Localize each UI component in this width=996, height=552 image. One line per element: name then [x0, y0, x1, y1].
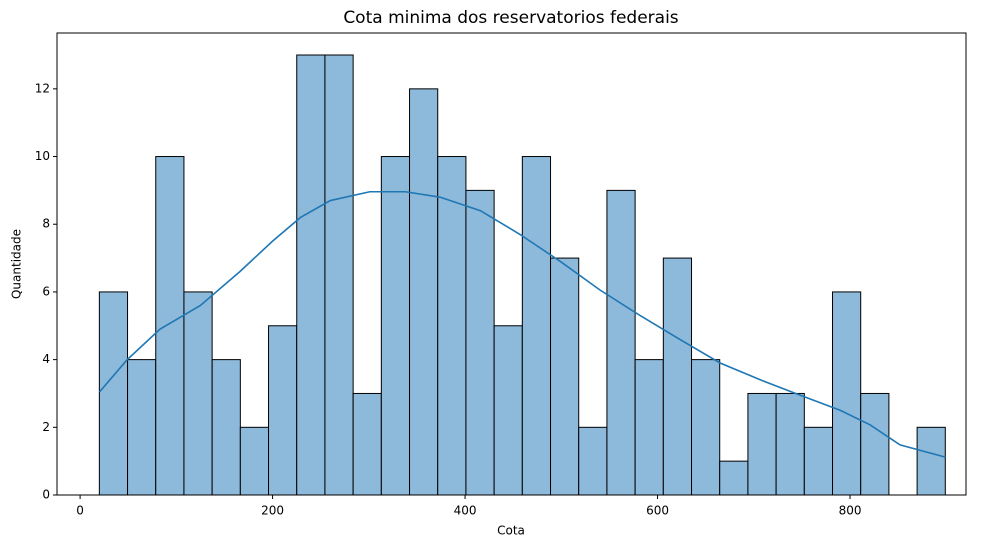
bar	[747, 392, 777, 496]
bar	[493, 325, 523, 496]
y-tick-label: 12	[35, 81, 50, 95]
bar	[409, 88, 439, 496]
x-tick-label: 200	[261, 504, 284, 518]
x-tick-label: 0	[76, 504, 84, 518]
plot-frame	[56, 32, 967, 496]
bar	[916, 426, 946, 496]
bar	[324, 54, 354, 496]
bar	[832, 291, 862, 496]
bar	[296, 54, 326, 496]
chart-title: Cota minima dos reservatorios federais	[343, 8, 678, 28]
bar	[550, 257, 580, 496]
y-tick-label: 8	[42, 217, 50, 231]
bar	[860, 392, 890, 496]
bar	[380, 156, 411, 496]
y-tick-label: 0	[42, 488, 50, 502]
bar	[268, 325, 298, 496]
bar	[465, 189, 495, 496]
x-tick-label: 400	[454, 504, 477, 518]
bar	[183, 291, 213, 496]
bar	[719, 460, 749, 496]
bar	[775, 392, 805, 496]
y-tick-label: 4	[42, 352, 50, 366]
bar	[691, 359, 721, 496]
bar	[239, 426, 270, 496]
bar	[803, 426, 834, 496]
y-axis-label: Quantidade	[10, 229, 24, 299]
bar	[98, 291, 129, 496]
bar	[155, 156, 185, 496]
bar	[606, 189, 636, 496]
y-tick-label: 10	[35, 149, 50, 163]
kde-line	[98, 190, 946, 458]
x-tick-label: 800	[839, 504, 862, 518]
x-tick-label: 600	[646, 504, 669, 518]
bar	[211, 359, 241, 496]
bar	[437, 156, 467, 496]
y-tick-label: 6	[42, 284, 50, 298]
x-axis-label: Cota	[497, 524, 525, 538]
bar	[127, 359, 157, 496]
bar	[662, 257, 693, 496]
bar	[352, 392, 382, 496]
bar	[521, 156, 552, 496]
y-tick-label: 2	[42, 420, 50, 434]
bar	[634, 359, 664, 496]
bar	[578, 426, 608, 496]
